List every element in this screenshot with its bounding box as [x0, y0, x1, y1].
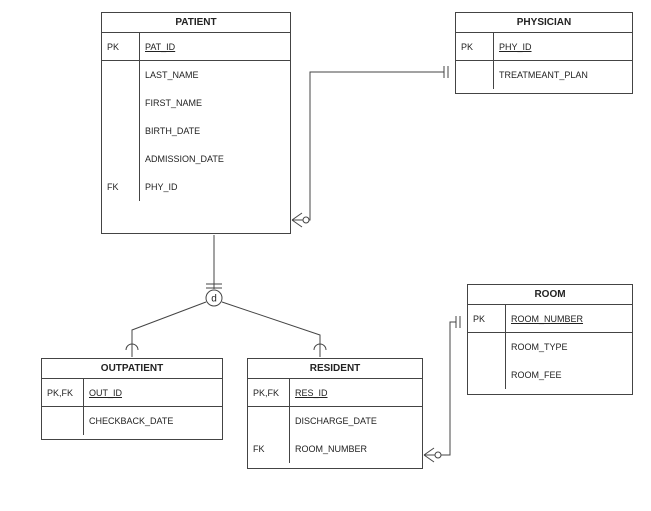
attr-column: ROOM_NUMBERROOM_TYPEROOM_FEE	[506, 305, 632, 389]
key-cell	[42, 407, 83, 435]
key-cell: PK	[468, 305, 505, 333]
key-column: PK	[468, 305, 506, 389]
key-cell: FK	[102, 173, 139, 201]
key-cell	[102, 117, 139, 145]
attr-cell: FIRST_NAME	[140, 89, 290, 117]
attr-column: PAT_IDLAST_NAMEFIRST_NAMEBIRTH_DATEADMIS…	[140, 33, 290, 201]
attr-cell: ADMISSION_DATE	[140, 145, 290, 173]
entity-outpatient: OUTPATIENT PK,FK OUT_IDCHECKBACK_DATE	[41, 358, 223, 440]
key-column: PK FK	[102, 33, 140, 201]
entity-resident: RESIDENT PK,FK FK RES_IDDISCHARGE_DATEROO…	[247, 358, 423, 469]
key-column: PK,FK FK	[248, 379, 290, 463]
attr-cell: ROOM_FEE	[506, 361, 632, 389]
key-column: PK,FK	[42, 379, 84, 435]
attr-cell: DISCHARGE_DATE	[290, 407, 422, 435]
key-cell	[468, 333, 505, 361]
entity-room: ROOM PK ROOM_NUMBERROOM_TYPEROOM_FEE	[467, 284, 633, 395]
entity-body: PK FK PAT_IDLAST_NAMEFIRST_NAMEBIRTH_DATE…	[102, 33, 290, 201]
key-cell	[102, 61, 139, 89]
attr-cell: ROOM_TYPE	[506, 333, 632, 361]
key-cell: PK	[456, 33, 493, 61]
entity-body: PK ROOM_NUMBERROOM_TYPEROOM_FEE	[468, 305, 632, 389]
entity-title: OUTPATIENT	[42, 359, 222, 379]
key-column: PK	[456, 33, 494, 89]
attr-cell: ROOM_NUMBER	[290, 435, 422, 463]
attr-cell: PHY_ID	[494, 33, 632, 61]
entity-title: ROOM	[468, 285, 632, 305]
key-cell	[248, 407, 289, 435]
key-cell	[468, 361, 505, 389]
entity-physician: PHYSICIAN PK PHY_IDTREATMEANT_PLAN	[455, 12, 633, 94]
attr-column: RES_IDDISCHARGE_DATEROOM_NUMBER	[290, 379, 422, 463]
entity-body: PK,FK OUT_IDCHECKBACK_DATE	[42, 379, 222, 435]
key-cell	[102, 145, 139, 173]
entity-title: PHYSICIAN	[456, 13, 632, 33]
attr-cell: RES_ID	[290, 379, 422, 407]
key-cell	[102, 89, 139, 117]
key-cell: PK	[102, 33, 139, 61]
attr-cell: TREATMEANT_PLAN	[494, 61, 632, 89]
key-cell: PK,FK	[248, 379, 289, 407]
key-cell	[456, 61, 493, 89]
entity-title: PATIENT	[102, 13, 290, 33]
attr-cell: BIRTH_DATE	[140, 117, 290, 145]
attr-cell: PAT_ID	[140, 33, 290, 61]
svg-text:d: d	[211, 294, 217, 305]
entity-title: RESIDENT	[248, 359, 422, 379]
attr-cell: CHECKBACK_DATE	[84, 407, 222, 435]
attr-column: OUT_IDCHECKBACK_DATE	[84, 379, 222, 435]
key-cell: PK,FK	[42, 379, 83, 407]
entity-patient: PATIENT PK FK PAT_IDLAST_NAMEFIRST_NAMEBI…	[101, 12, 291, 234]
entity-body: PK PHY_IDTREATMEANT_PLAN	[456, 33, 632, 89]
attr-column: PHY_IDTREATMEANT_PLAN	[494, 33, 632, 89]
entity-body: PK,FK FK RES_IDDISCHARGE_DATEROOM_NUMBER	[248, 379, 422, 463]
attr-cell: OUT_ID	[84, 379, 222, 407]
attr-cell: ROOM_NUMBER	[506, 305, 632, 333]
key-cell: FK	[248, 435, 289, 463]
attr-cell: PHY_ID	[140, 173, 290, 201]
attr-cell: LAST_NAME	[140, 61, 290, 89]
